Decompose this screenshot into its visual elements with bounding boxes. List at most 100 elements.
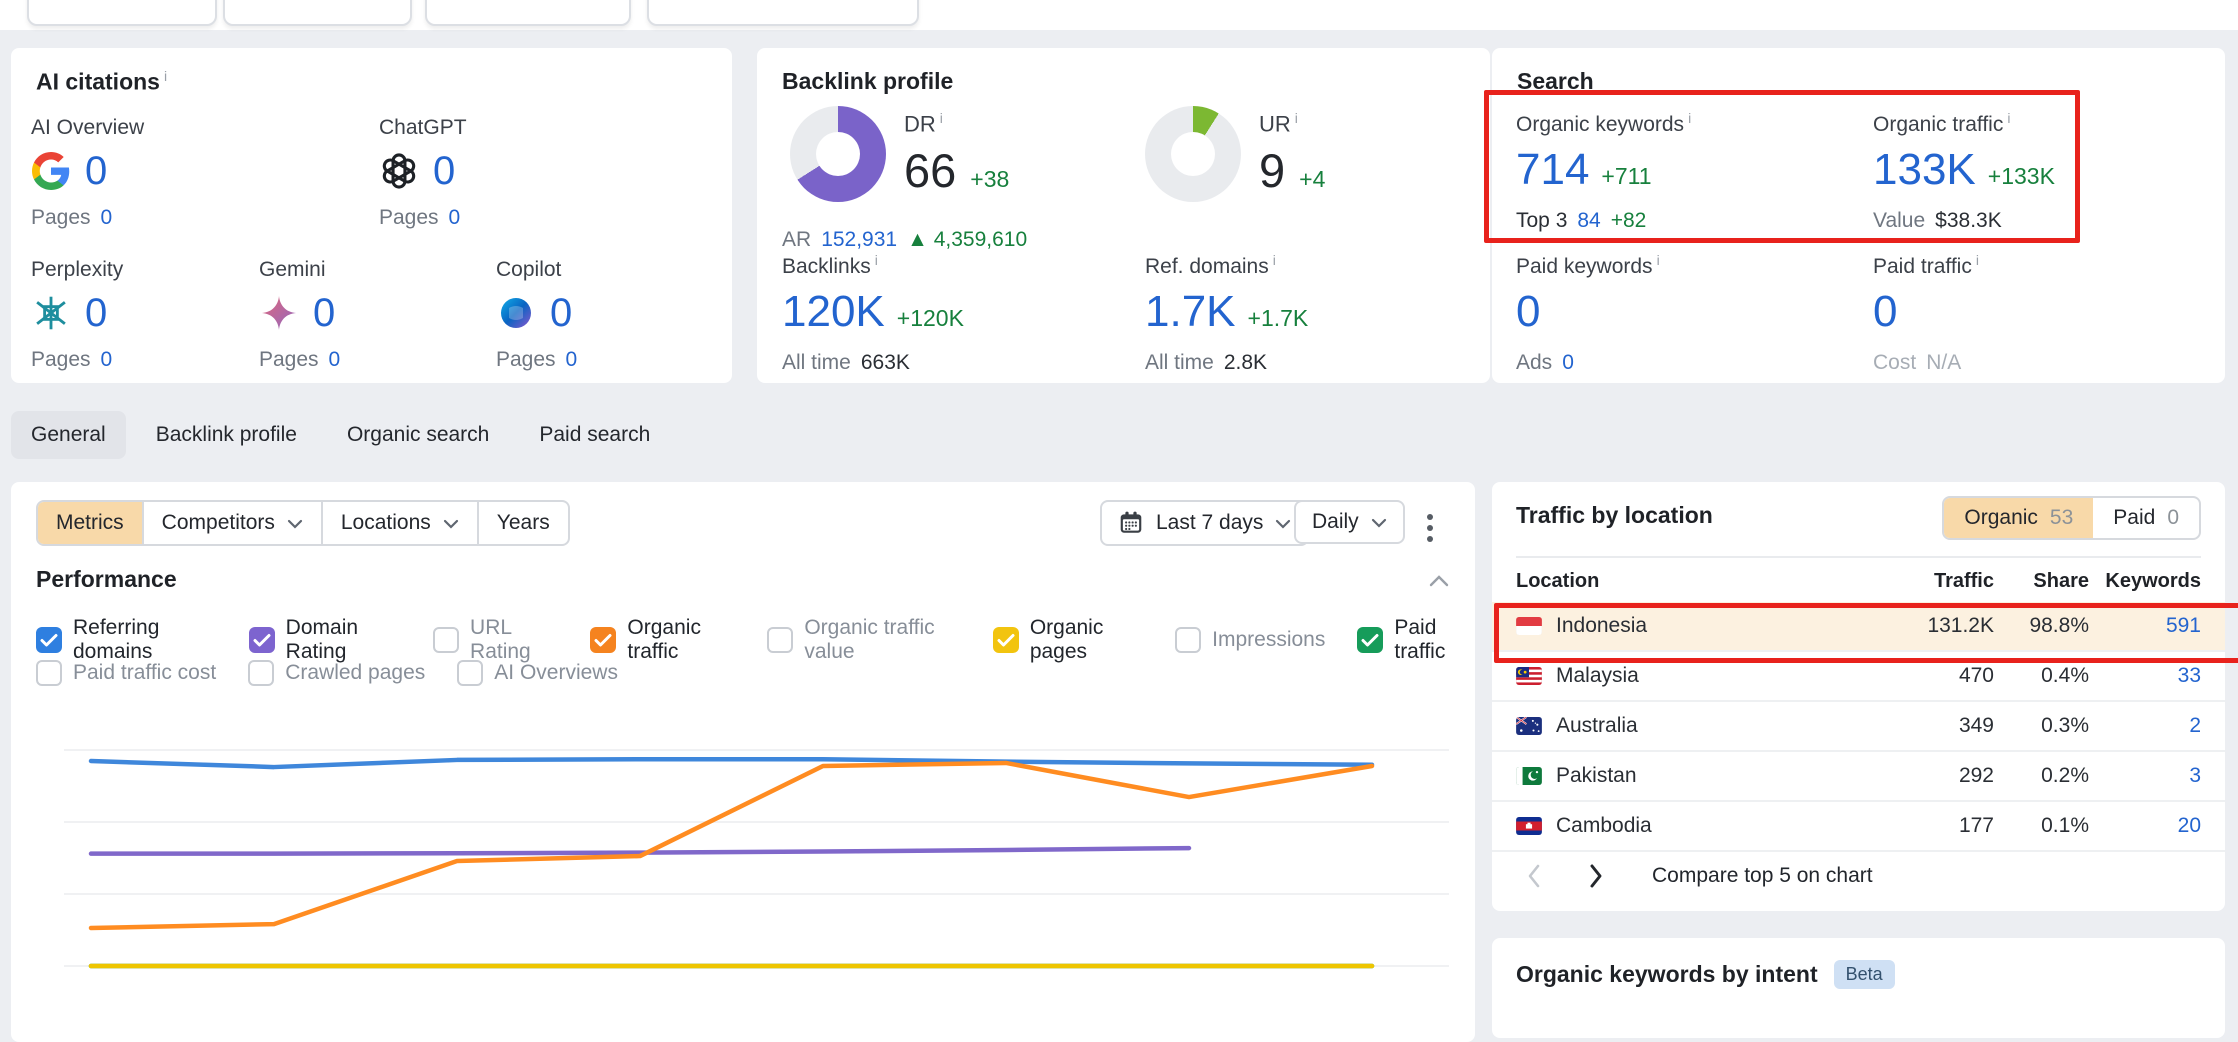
annotation-box-search <box>1484 90 2080 243</box>
traffic-cell: 470 <box>1958 664 1994 687</box>
pages-label: Pages <box>496 348 556 371</box>
keywords-by-intent-card: Organic keywords by intent Beta <box>1492 938 2225 1038</box>
metric-checkbox-domain-rating[interactable]: Domain Rating <box>248 616 401 664</box>
ai-citation-item-label: AI Overview <box>31 116 145 139</box>
table-row-cambodia[interactable]: Cambodia 177 0.1% 20 <box>1492 802 2225 852</box>
metric-checkbox-impressions[interactable]: Impressions <box>1175 627 1325 653</box>
organic-traffic-metric: Organic traffic i 133K +133K Value $38.3K <box>1873 110 2055 232</box>
segment-locations[interactable]: Locations <box>320 502 477 544</box>
ai-citation-value[interactable]: 0 <box>85 148 108 193</box>
backlink-profile-title: Backlink profile <box>782 68 954 94</box>
keywords-cell-link[interactable]: 2 <box>2189 714 2201 737</box>
segment-competitors[interactable]: Competitors <box>141 502 321 544</box>
search-card: Search Organic keywords i 714 +711 Top 3 … <box>1492 48 2225 383</box>
toggle-organic[interactable]: Organic 53 <box>1944 498 2094 538</box>
metric-checkbox-paid-traffic-cost[interactable]: Paid traffic cost <box>36 660 216 686</box>
info-icon[interactable]: i <box>1294 110 1298 126</box>
info-icon[interactable]: i <box>874 252 878 268</box>
info-icon[interactable]: i <box>1688 110 1692 126</box>
metric-checkbox-organic-traffic-value[interactable]: Organic traffic value <box>767 616 960 664</box>
more-options-kebab-icon[interactable] <box>1423 510 1437 546</box>
table-row-pakistan[interactable]: Pakistan 292 0.2% 3 <box>1492 752 2225 802</box>
table-row-australia[interactable]: Australia 349 0.3% 2 <box>1492 702 2225 752</box>
traffic-cell: 349 <box>1958 714 1994 737</box>
pages-value[interactable]: 0 <box>448 206 461 229</box>
tab-paid-search[interactable]: Paid search <box>539 423 651 446</box>
ar-value-link[interactable]: 152,931 <box>821 228 898 251</box>
info-icon[interactable]: i <box>1975 252 1979 268</box>
prev-page-icon[interactable] <box>1516 856 1552 896</box>
pages-value[interactable]: 0 <box>100 206 113 229</box>
paid-traffic-value[interactable]: 0 <box>1873 287 1898 336</box>
checkbox-label: Referring domains <box>73 616 160 663</box>
checked-checkbox-icon <box>590 627 617 653</box>
top-input-box[interactable] <box>27 0 217 26</box>
tab-organic-search[interactable]: Organic search <box>346 423 490 446</box>
tab-backlink-profile[interactable]: Backlink profile <box>155 423 297 446</box>
metric-checkbox-paid-traffic[interactable]: Paid traffic <box>1357 616 1475 664</box>
checked-checkbox-icon <box>36 627 62 653</box>
flag-id-icon <box>1516 617 1542 635</box>
ai-citation-value[interactable]: 0 <box>433 148 456 193</box>
segment-years[interactable]: Years <box>476 502 568 544</box>
next-page-icon[interactable] <box>1578 856 1614 896</box>
top3-value-link[interactable]: 84 <box>1577 209 1601 232</box>
traffic-by-location-title: Traffic by location <box>1516 502 1713 528</box>
metric-checkbox-crawled-pages[interactable]: Crawled pages <box>248 660 425 686</box>
ai-citation-value[interactable]: 0 <box>313 290 336 335</box>
segment-metrics[interactable]: Metrics <box>38 502 142 544</box>
unchecked-checkbox-icon <box>457 660 484 686</box>
keywords-cell-link[interactable]: 20 <box>2177 814 2201 837</box>
ads-value-link[interactable]: 0 <box>1562 351 1574 374</box>
metric-checkbox-referring-domains[interactable]: Referring domains <box>36 616 217 664</box>
unchecked-checkbox-icon <box>248 660 275 686</box>
pages-value[interactable]: 0 <box>328 348 341 371</box>
flag-my-icon <box>1516 667 1542 685</box>
top-input-box[interactable] <box>425 0 631 26</box>
paid-keywords-value[interactable]: 0 <box>1516 287 1541 336</box>
collapse-chevron-icon[interactable] <box>1429 574 1449 592</box>
metric-checkbox-ai-overviews[interactable]: AI Overviews <box>457 660 618 686</box>
date-range-button[interactable]: Last 7 days <box>1100 500 1310 546</box>
metric-checkbox-row: Referring domains Domain Rating URL Rating… <box>36 616 1475 664</box>
table-row-malaysia[interactable]: Malaysia 470 0.4% 33 <box>1492 652 2225 702</box>
toggle-paid[interactable]: Paid 0 <box>2113 506 2179 529</box>
backlinks-value[interactable]: 120K <box>782 287 885 336</box>
ref-domains-value[interactable]: 1.7K <box>1145 287 1236 336</box>
ai-citation-value[interactable]: 0 <box>550 290 573 335</box>
top-input-box[interactable] <box>647 0 919 26</box>
ai-citation-value[interactable]: 0 <box>85 290 108 335</box>
compare-top5-label[interactable]: Compare top 5 on chart <box>1652 864 1873 887</box>
ai-citation-pages-line: Pages 0 <box>31 206 261 230</box>
pages-value[interactable]: 0 <box>565 348 578 371</box>
info-icon[interactable]: i <box>2007 110 2011 126</box>
metric-checkbox-url-rating[interactable]: URL Rating <box>433 616 558 664</box>
table-row-indonesia[interactable]: Indonesia 131.2K 98.8% 591 <box>1492 602 2225 652</box>
keywords-by-intent-title: Organic keywords by intent <box>1516 961 1818 987</box>
tab-general[interactable]: General <box>11 411 126 459</box>
performance-line-chart <box>64 700 1449 997</box>
granularity-button[interactable]: Daily <box>1294 500 1405 544</box>
info-icon[interactable]: i <box>939 110 943 126</box>
info-icon[interactable]: i <box>1656 252 1660 268</box>
pages-value[interactable]: 0 <box>100 348 113 371</box>
ai-citation-pages-line: Pages 0 <box>259 348 489 372</box>
keywords-cell-link[interactable]: 591 <box>2165 614 2201 637</box>
top-input-box[interactable] <box>223 0 412 26</box>
keywords-cell-link[interactable]: 33 <box>2177 664 2201 687</box>
info-icon[interactable]: i <box>1272 252 1276 268</box>
filter-segmented-control: Metrics Competitors Locations Years <box>36 500 570 546</box>
organic-traffic-value[interactable]: 133K <box>1873 145 1976 194</box>
info-icon[interactable]: i <box>163 68 168 84</box>
ai-citation-pages-line: Pages 0 <box>496 348 726 372</box>
domain-rating-metric: DR i 66 +38 <box>790 106 1009 202</box>
traffic-cell: 292 <box>1958 764 1994 787</box>
metric-checkbox-organic-pages[interactable]: Organic pages <box>992 616 1143 664</box>
checkbox-label: URL Rating <box>470 616 531 663</box>
location-name: Pakistan <box>1556 764 1637 787</box>
chart-line-domain-rating <box>88 845 1192 856</box>
metric-checkbox-organic-traffic[interactable]: Organic traffic <box>590 616 735 664</box>
keywords-cell-link[interactable]: 3 <box>2189 764 2201 787</box>
organic-keywords-value[interactable]: 714 <box>1516 145 1590 194</box>
